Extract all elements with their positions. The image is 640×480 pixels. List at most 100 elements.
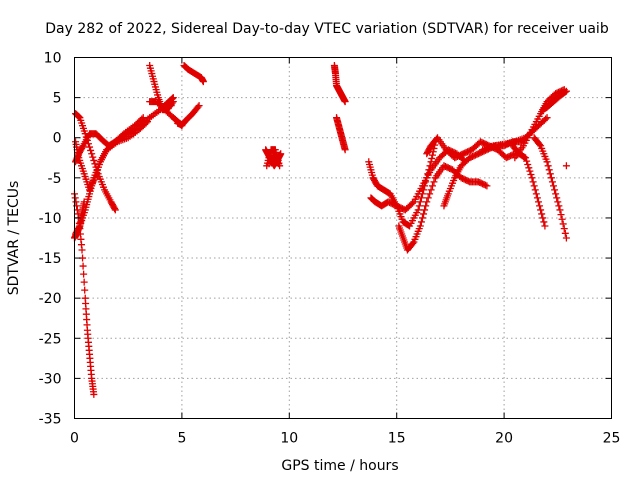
data-point [554,198,562,206]
y-tick-label: -25 [39,331,62,347]
data-point [199,78,207,86]
data-point [414,206,422,214]
x-axis-label: GPS time / hours [281,458,398,474]
y-tick-label: -10 [39,211,62,227]
data-point [417,194,425,202]
y-tick-label: 5 [53,91,62,107]
data-point [408,199,416,207]
data-point [111,205,119,213]
x-tick-label: 25 [603,431,621,447]
data-point [536,140,544,148]
data-point [416,222,424,230]
gridlines [74,57,612,419]
data-point [428,154,436,162]
data-point [81,286,89,294]
data-point [545,166,553,174]
data-point [536,202,544,210]
data-point [541,222,549,230]
data-point [90,156,98,164]
data-point [80,278,88,286]
data-point [429,148,437,156]
data-point [80,270,88,278]
data-point [78,246,86,254]
data-point [418,214,426,222]
chart-title: Day 282 of 2022, Sidereal Day-to-day VTE… [45,21,609,37]
data-point [415,202,423,210]
series-arc-noon-b [333,114,349,154]
data-point [72,198,80,206]
data-point [91,160,99,168]
data-point [88,150,96,158]
x-tick-label: 0 [70,431,79,447]
data-point [527,170,535,178]
data-point [540,218,548,226]
series-arc-steep-drop [71,190,98,398]
data-point [557,211,565,219]
data-point [560,225,568,233]
data-point [429,151,436,159]
series-arc-morning-c [174,102,203,129]
data-point [558,215,566,223]
y-tick-label: -20 [39,291,62,307]
series-arc-evening-b [539,87,570,114]
y-tick-label: 10 [44,51,62,67]
data-point [417,218,425,226]
data-point [562,87,570,95]
data-point [409,239,417,247]
data-point [481,181,489,189]
data-point [89,153,97,161]
data-point [521,153,529,161]
data-point [529,178,537,186]
x-tick-label: 5 [177,431,186,447]
data-point [421,206,429,214]
data-point [71,194,79,202]
y-tick-labels: 10 5 0 -5 -10 -15 -20 -25 -30 -35 [39,51,62,428]
data-point [273,158,281,166]
data-point [526,167,534,175]
data-point [546,170,554,178]
data-point [422,202,430,210]
series-arc-noon [330,62,349,106]
data-point [111,206,119,214]
data-point [423,198,431,206]
data-point [86,143,94,151]
data-point [416,198,424,206]
data-point [79,262,87,270]
data-point [552,190,560,198]
x-tick-label: 15 [388,431,406,447]
series-arc-late-c [395,162,491,254]
data-point [426,190,434,198]
data-point [555,202,563,210]
data-point [533,194,541,202]
plot-frame [74,57,612,419]
data-point [75,113,83,121]
data-point [81,130,89,138]
data-point [169,94,177,102]
data-points [71,62,570,398]
y-tick-label: -35 [39,412,62,428]
data-point [561,88,569,96]
series-arc-evening-e [479,134,530,154]
data-point [548,178,556,186]
data-point [429,182,436,190]
data-point [543,158,551,166]
y-tick-label: -5 [48,171,62,187]
data-point [547,174,555,182]
data-point [90,390,98,398]
data-point [523,157,531,165]
data-point [550,182,558,190]
data-point [553,194,561,202]
data-point [74,112,82,120]
data-point [522,134,530,142]
data-point [273,156,281,164]
data-point [534,198,542,206]
data-point [83,136,91,144]
data-point [84,140,92,148]
data-point [483,182,491,190]
data-point [562,162,570,170]
y-tick-label: 0 [53,131,62,147]
series-arc-morning-e [161,94,177,110]
data-point [169,94,177,102]
data-point [544,162,552,170]
